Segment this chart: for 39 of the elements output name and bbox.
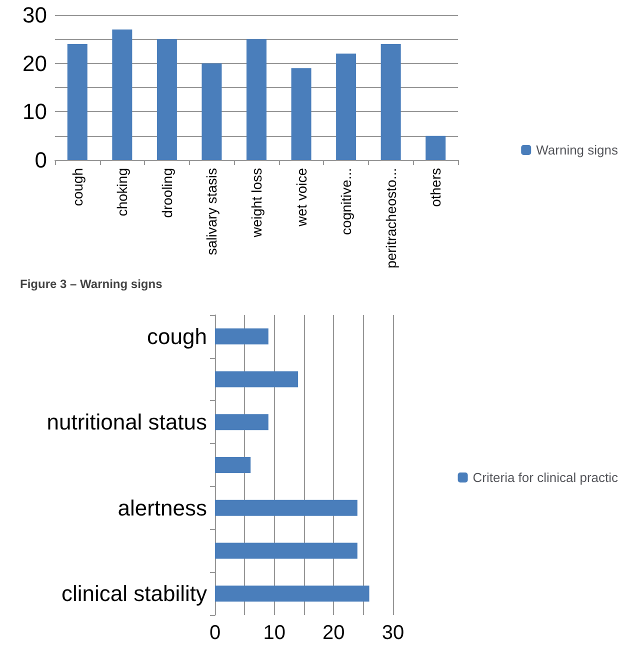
legend-label: Criteria for clinical practic bbox=[472, 470, 618, 485]
caption: Figure 3 – Warning signs bbox=[20, 277, 163, 291]
bar bbox=[215, 371, 298, 388]
x-tick-label: 0 bbox=[209, 622, 221, 644]
y-tick-label: cough bbox=[147, 324, 207, 349]
y-tick-label: nutritional status bbox=[46, 410, 207, 435]
y-tick-label: 0 bbox=[34, 148, 47, 172]
x-tick-label: weight loss bbox=[248, 168, 264, 238]
y-tick-label: 20 bbox=[22, 50, 47, 76]
bar bbox=[336, 54, 356, 160]
x-tick-label: 10 bbox=[263, 622, 286, 644]
x-tick-label: peritracheosto... bbox=[382, 168, 399, 268]
x-tick-label: 30 bbox=[382, 622, 404, 644]
x-tick-label: wet voice bbox=[293, 168, 310, 228]
y-tick-label: 30 bbox=[22, 2, 47, 28]
x-tick-label: choking bbox=[114, 168, 130, 216]
bar bbox=[215, 500, 358, 516]
bar bbox=[215, 328, 268, 344]
y-tick-label: alertness bbox=[118, 495, 207, 520]
bar bbox=[202, 63, 222, 160]
bar bbox=[156, 39, 177, 160]
x-tick-label: salivary stasis bbox=[204, 168, 220, 256]
bar bbox=[112, 30, 132, 160]
y-tick-label: clinical stability bbox=[62, 581, 207, 606]
legend-label: Warning signs bbox=[536, 142, 618, 158]
x-tick-label: drooling bbox=[158, 168, 175, 218]
bar bbox=[380, 44, 401, 160]
y-tick-label: 10 bbox=[22, 99, 47, 124]
bar bbox=[291, 68, 312, 160]
bar bbox=[67, 44, 88, 160]
x-tick-label: cognitive... bbox=[338, 168, 354, 235]
bar bbox=[215, 457, 251, 473]
bar bbox=[215, 542, 358, 559]
bar bbox=[246, 39, 266, 160]
x-tick-label: others bbox=[428, 168, 444, 207]
bar bbox=[215, 414, 268, 430]
x-tick-label: 20 bbox=[322, 622, 345, 644]
bar bbox=[215, 586, 370, 602]
bar bbox=[426, 136, 446, 160]
